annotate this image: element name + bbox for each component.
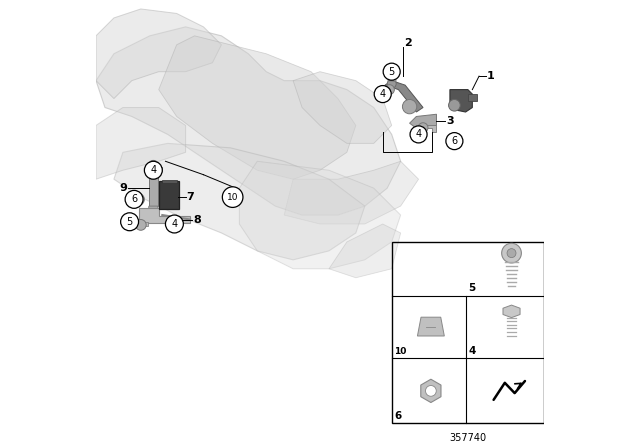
Text: 5: 5 [468,283,476,293]
Polygon shape [159,36,356,179]
Polygon shape [450,90,472,112]
Text: 5: 5 [127,217,132,227]
Text: 10: 10 [394,347,407,356]
Polygon shape [149,170,158,206]
Polygon shape [139,208,190,223]
Polygon shape [293,72,392,143]
Text: 7: 7 [186,192,195,202]
Polygon shape [145,167,163,171]
Text: 10: 10 [227,193,238,202]
Circle shape [385,85,394,95]
Text: 4: 4 [172,219,177,229]
Circle shape [121,213,139,231]
Circle shape [222,187,243,207]
Text: 4: 4 [380,89,386,99]
Circle shape [125,190,143,208]
Circle shape [136,220,146,230]
Circle shape [446,133,463,150]
Polygon shape [148,206,159,215]
Circle shape [403,99,417,114]
Text: 6: 6 [131,194,137,204]
Text: 6: 6 [394,411,402,421]
FancyBboxPatch shape [159,181,179,209]
Circle shape [165,215,184,233]
Bar [392,242,544,423]
Polygon shape [284,161,419,224]
Circle shape [418,123,428,133]
Polygon shape [423,125,436,132]
Circle shape [502,243,522,263]
Text: 1: 1 [487,71,495,81]
Text: 9: 9 [120,183,127,193]
Circle shape [168,220,179,230]
Polygon shape [385,81,423,112]
Polygon shape [410,114,436,130]
Text: 5: 5 [388,67,395,77]
Polygon shape [417,317,444,336]
Polygon shape [96,9,221,99]
Text: 357740: 357740 [449,433,486,443]
Polygon shape [329,224,401,278]
Text: 8: 8 [193,215,201,224]
Text: 2: 2 [404,38,412,47]
Polygon shape [503,305,520,318]
Circle shape [387,79,396,88]
Circle shape [383,63,400,80]
Circle shape [410,126,427,143]
Polygon shape [96,108,186,179]
Circle shape [449,99,460,111]
Circle shape [148,160,159,171]
Circle shape [507,249,516,258]
Polygon shape [114,143,365,260]
Circle shape [145,161,163,179]
Polygon shape [468,94,477,101]
Text: 3: 3 [447,116,454,126]
Polygon shape [163,180,177,183]
Polygon shape [96,27,401,215]
Text: 4: 4 [468,346,476,356]
Polygon shape [387,76,396,82]
Polygon shape [139,222,148,226]
Text: 4: 4 [415,129,422,139]
Circle shape [426,385,436,396]
Polygon shape [239,161,401,269]
Circle shape [132,194,145,205]
Circle shape [374,86,391,103]
Text: 4: 4 [150,165,156,175]
Text: 6: 6 [451,136,458,146]
Polygon shape [420,379,441,402]
